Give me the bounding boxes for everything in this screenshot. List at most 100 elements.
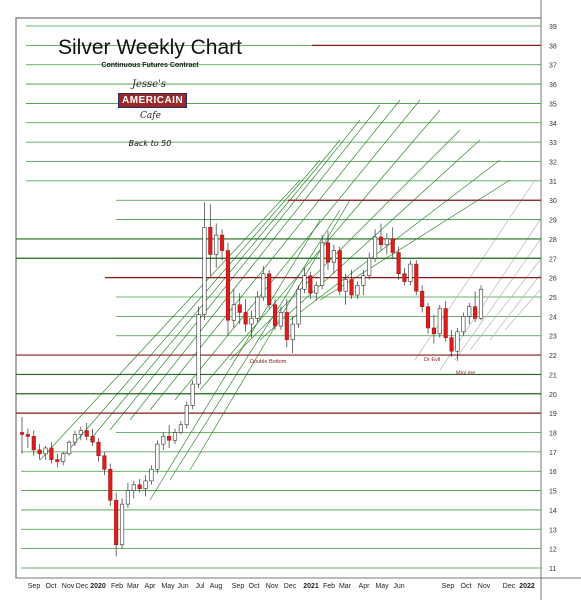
y-tick-label: 13 xyxy=(549,527,557,534)
candle-body xyxy=(361,275,366,286)
candle-body xyxy=(331,250,336,263)
y-tick-label: 22 xyxy=(549,353,557,360)
candle-body xyxy=(172,432,178,441)
candle-body xyxy=(343,279,348,292)
y-tick-label: 32 xyxy=(549,160,557,167)
cafe-logo: Jesse's AMERICAIN Cafe xyxy=(118,79,188,133)
candle-body xyxy=(325,242,331,263)
candle-body xyxy=(208,227,213,255)
y-tick-label: 35 xyxy=(549,101,557,108)
y-tick-label: 36 xyxy=(549,82,557,89)
candle-body xyxy=(461,316,466,333)
title-block: Silver Weekly Chart Continuous Futures C… xyxy=(40,36,260,148)
candle-body xyxy=(367,257,372,277)
chart-title: Silver Weekly Chart xyxy=(58,36,242,59)
fan-line-grey xyxy=(504,289,541,331)
candle-body xyxy=(473,306,478,319)
candle-body xyxy=(31,436,36,451)
y-tick-label: 39 xyxy=(549,24,557,31)
candle-body xyxy=(355,285,360,296)
candle-body xyxy=(384,238,389,246)
candle-body xyxy=(320,242,325,286)
candle-body xyxy=(202,227,207,315)
fan-line xyxy=(229,129,461,361)
candle-body xyxy=(167,436,172,441)
y-tick-label: 26 xyxy=(549,276,557,283)
x-tick-label: 2020 xyxy=(90,583,106,590)
x-tick-label: Apr xyxy=(359,583,371,590)
fan-line xyxy=(169,209,341,481)
candle-body xyxy=(408,263,413,282)
candle-body xyxy=(72,434,78,443)
annotation: Double Bottom xyxy=(250,359,287,365)
candle-body xyxy=(43,447,48,455)
fan-line xyxy=(174,99,421,401)
candle-body xyxy=(102,455,107,470)
candle-body xyxy=(267,273,272,306)
x-tick-label: May xyxy=(161,583,175,590)
x-tick-label: Sep xyxy=(28,583,41,590)
candle-body xyxy=(337,250,342,292)
x-tick-label: Oct xyxy=(46,583,57,590)
y-tick-label: 37 xyxy=(549,63,557,70)
chart-note: Back to 50 xyxy=(128,139,172,148)
x-tick-label: Apr xyxy=(145,583,157,590)
x-tick-label: Feb xyxy=(111,583,123,590)
candle-body xyxy=(225,250,231,321)
candle-body xyxy=(161,436,166,445)
candle-body xyxy=(184,405,189,426)
candle-body xyxy=(378,236,384,246)
candle-body xyxy=(420,290,425,307)
candle-body xyxy=(190,383,195,406)
candle-body xyxy=(284,312,289,340)
candle-body xyxy=(196,314,201,385)
y-tick-label: 38 xyxy=(549,43,557,50)
annotation: Dr Evil xyxy=(424,357,440,363)
candle-body xyxy=(137,484,142,489)
candle-body xyxy=(131,484,136,491)
fan-line xyxy=(129,104,381,421)
x-tick-label: Nov xyxy=(266,583,279,590)
x-tick-label: Dec xyxy=(284,583,297,590)
y-tick-label: 15 xyxy=(549,489,557,496)
candle-body xyxy=(402,273,407,282)
candle-body xyxy=(108,468,113,501)
x-tick-label: 2022 xyxy=(519,583,535,590)
x-tick-label: Aug xyxy=(210,583,223,590)
candle-body xyxy=(308,275,313,294)
candle-body xyxy=(119,503,125,546)
x-tick-label: Mar xyxy=(127,583,140,590)
candle-body xyxy=(37,449,42,455)
candle-body xyxy=(125,490,130,505)
x-tick-label: Dec xyxy=(503,583,516,590)
x-tick-label: 2021 xyxy=(303,583,319,590)
candle-body xyxy=(49,447,54,460)
candle-body xyxy=(290,323,295,340)
y-tick-label: 12 xyxy=(549,547,557,554)
y-tick-label: 17 xyxy=(549,450,557,457)
candle-body xyxy=(261,273,266,298)
candle-body xyxy=(249,317,254,325)
y-tick-label: 27 xyxy=(549,256,557,263)
candle-body xyxy=(78,430,83,435)
x-tick-label: Nov xyxy=(62,583,75,590)
y-tick-label: 34 xyxy=(549,121,557,128)
chart-subtitle: Continuous Futures Contract xyxy=(101,62,199,69)
y-tick-label: 29 xyxy=(549,218,557,225)
x-tick-label: Mar xyxy=(339,583,352,590)
candle-body xyxy=(19,432,25,435)
logo-line-2: AMERICAIN xyxy=(118,93,188,108)
candle-body xyxy=(255,296,260,319)
candle-body xyxy=(114,499,119,546)
fan-line-grey xyxy=(469,259,541,351)
y-tick-label: 19 xyxy=(549,411,557,418)
y-tick-label: 33 xyxy=(549,140,557,147)
candle-body xyxy=(243,312,248,325)
candle-body xyxy=(455,331,460,352)
fan-line xyxy=(149,99,401,411)
candle-body xyxy=(449,337,454,352)
x-tick-label: Nov xyxy=(478,583,491,590)
candle-body xyxy=(314,285,319,294)
